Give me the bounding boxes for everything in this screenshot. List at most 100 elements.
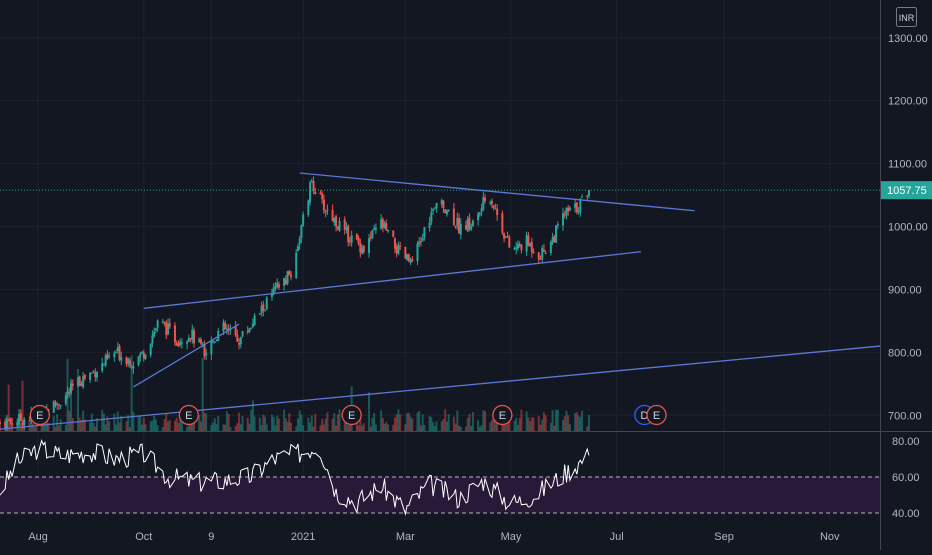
candle-body [96, 372, 99, 378]
volume-bar [568, 424, 571, 431]
volume-bar [248, 423, 251, 431]
candle-body [383, 223, 386, 229]
candle-body [78, 376, 81, 386]
volume-bar [113, 413, 116, 431]
candle-body [66, 391, 69, 396]
currency-badge-box[interactable] [896, 7, 917, 27]
volume-bar [262, 414, 265, 431]
event-marker-E[interactable]: E [646, 404, 667, 426]
candle-body [11, 423, 14, 425]
candle-body [395, 246, 398, 253]
volume-bar [544, 415, 547, 431]
event-marker-label: E [653, 410, 660, 422]
candle-body [350, 235, 353, 243]
volume-bar [501, 420, 504, 431]
candle-body [163, 321, 166, 324]
volume-bar [144, 424, 147, 431]
volume-bar [335, 425, 338, 431]
candle-body [258, 313, 261, 315]
candle-body [556, 224, 559, 226]
volume-bar [94, 426, 97, 431]
currency-badge[interactable]: INR [896, 7, 917, 27]
volume-bar [92, 422, 95, 431]
volume-bar [399, 414, 402, 431]
event-marker-circle[interactable] [341, 404, 362, 426]
volume-bar [407, 412, 410, 431]
candle-body [407, 254, 410, 262]
volume-bar [381, 417, 384, 431]
candle-body [561, 212, 564, 226]
volume-bar [574, 413, 577, 431]
time-tick-label: 2021 [291, 531, 315, 543]
event-marker-circle[interactable] [178, 404, 199, 426]
candle-body [489, 202, 492, 204]
volume-bar [260, 425, 263, 431]
volume-bar [241, 415, 244, 431]
volume-bar [447, 414, 450, 431]
volume-bar [161, 426, 164, 431]
candle-body [92, 370, 95, 372]
trendline[interactable] [143, 251, 642, 309]
volume-bar [272, 416, 275, 431]
price-tick-label: 1200.00 [888, 96, 928, 108]
event-marker-circle[interactable] [29, 404, 50, 426]
volume-bar [258, 417, 261, 431]
volume-bar [52, 415, 55, 431]
event-marker-E[interactable]: E [29, 404, 50, 426]
event-marker-E[interactable]: E [341, 404, 362, 426]
volume-bar [167, 421, 170, 431]
volume-bar [139, 416, 142, 431]
volume-bar [163, 419, 166, 431]
trendline[interactable] [133, 323, 240, 388]
volume-bar [464, 426, 467, 431]
candle-body [480, 208, 483, 212]
candle-body [57, 404, 60, 406]
volume-bar [577, 415, 580, 431]
candle-body [283, 278, 286, 287]
candle-body [310, 181, 313, 183]
event-marker-circle[interactable] [646, 404, 667, 426]
volume-bar [156, 425, 159, 431]
trendline[interactable] [299, 172, 695, 212]
event-marker-E[interactable]: E [492, 404, 513, 426]
volume-bar [516, 424, 519, 431]
volume-bar [442, 419, 445, 431]
candle-body [7, 419, 10, 421]
volume-bar [470, 425, 473, 431]
event-marker-circle[interactable] [492, 404, 513, 426]
candles [0, 176, 590, 431]
volume-bar [508, 422, 511, 431]
volume-bar [270, 414, 273, 431]
time-tick-label: Sep [714, 531, 734, 543]
volume-bar [31, 423, 34, 431]
candle-body [225, 328, 228, 331]
candle-body [234, 326, 237, 336]
volume-bar [151, 420, 154, 431]
event-marker-E[interactable]: E [178, 404, 199, 426]
candle-body [83, 374, 86, 379]
candle-body [527, 235, 530, 246]
volume-bar [324, 418, 327, 431]
volume-bar [227, 414, 230, 431]
volume-bar [587, 414, 590, 431]
volume-bar [251, 400, 254, 431]
volume-bar [300, 414, 303, 431]
volume-bar [579, 416, 582, 431]
volume-bar [357, 425, 360, 431]
volume-bar [452, 416, 455, 431]
volume-bar [556, 409, 559, 431]
trendline[interactable] [0, 345, 881, 430]
candle-body [23, 419, 26, 425]
volume-bar [428, 415, 431, 431]
volume-bar [392, 424, 395, 431]
volume-bar [553, 425, 556, 431]
candle-body [581, 196, 584, 198]
candle-body [276, 282, 279, 287]
candle-body [177, 343, 180, 346]
candle-body [198, 338, 201, 342]
candle-body [156, 320, 159, 328]
candle-body [125, 357, 128, 365]
